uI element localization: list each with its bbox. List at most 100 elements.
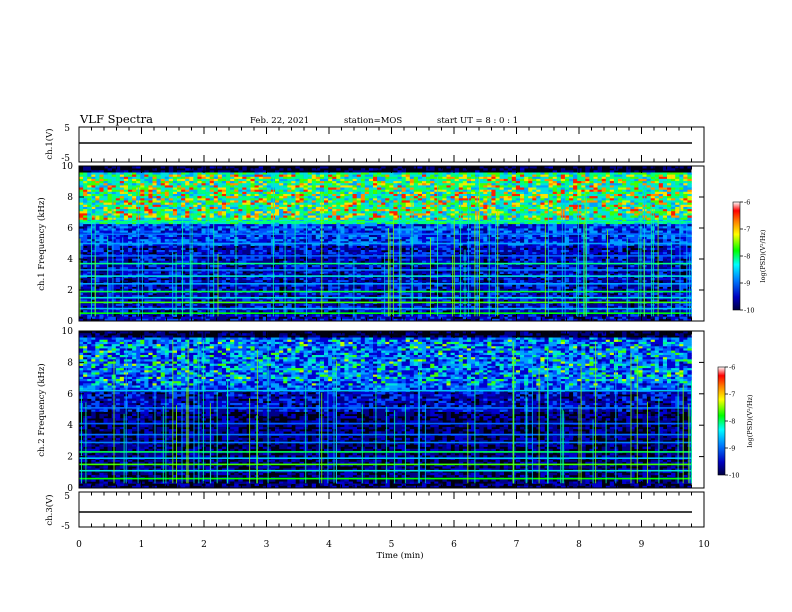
spectrogram-cell (630, 237, 635, 240)
spectrogram-cell (79, 237, 84, 240)
spectrogram-cell (393, 224, 398, 227)
spectrogram-cell (634, 222, 639, 225)
spectrogram-cell (593, 198, 598, 201)
spectrogram-cell (618, 228, 623, 231)
spectrogram-cell (136, 181, 141, 184)
spectrogram-cell (115, 228, 121, 231)
spectrogram-cell (417, 183, 423, 186)
station-label: station=MOS (344, 116, 402, 126)
spectrogram-cell (242, 206, 247, 210)
spectrogram-cell (389, 204, 394, 208)
spectrogram-cell (373, 198, 378, 201)
spectrogram-cell (687, 187, 692, 190)
spectrogram-cell (201, 239, 206, 242)
spectrogram-cell (193, 226, 198, 229)
spectrogram-cell (520, 209, 525, 212)
spectrogram-cell (99, 187, 104, 190)
spectrogram-cell (605, 228, 611, 231)
spectrogram-cell (234, 217, 239, 221)
spectrogram-cell (540, 176, 545, 180)
spectrogram-cell (605, 226, 611, 229)
spectrogram-cell (683, 204, 688, 208)
spectrogram-cell (91, 226, 96, 229)
spectrogram-cell (389, 211, 394, 214)
spectrogram-cell (328, 226, 333, 229)
spectrogram-cell (209, 211, 215, 214)
spectrogram-cell (328, 215, 333, 218)
spectrogram-cell (609, 224, 615, 227)
spectrogram-cell (352, 200, 357, 203)
spectrogram-cell (123, 222, 129, 225)
spectrogram-cell (332, 196, 337, 199)
spectrogram-cell (613, 213, 619, 216)
spectrogram-cell (352, 202, 357, 206)
spectrogram-cell (511, 224, 517, 227)
spectrogram-cell (83, 194, 88, 197)
spectrogram-cell (91, 228, 96, 231)
spectrogram-cell (540, 178, 545, 182)
spectrogram-cell (328, 213, 333, 216)
spectrogram-cell (569, 198, 574, 201)
spectrogram-cell (556, 204, 562, 208)
spectrogram-cell (111, 202, 117, 206)
spectrogram-cell (495, 206, 500, 210)
spectrogram-cell (230, 217, 235, 221)
spectrogram-cell (515, 189, 521, 193)
spectrogram-cell (450, 181, 455, 184)
spectrogram-cell (597, 202, 602, 206)
spectrogram-cell (507, 228, 513, 231)
spectrogram-cell (99, 189, 104, 193)
spectrogram-cell (164, 189, 170, 193)
spectrogram-cell (491, 187, 496, 190)
spectrogram-cell (654, 194, 660, 197)
spectrogram-cell (401, 172, 406, 175)
spectrogram-cell (393, 228, 398, 231)
spectrogram-cell (128, 202, 133, 206)
spectrogram-cell (422, 228, 427, 231)
spectrogram-cell (450, 191, 455, 195)
spectrogram-cell (189, 200, 194, 203)
spectrogram-cell (250, 217, 255, 221)
spectrogram-cell (91, 185, 96, 188)
spectrogram-cell (209, 215, 215, 218)
spectrogram-cell (83, 185, 88, 188)
spectrogram-cell (675, 176, 680, 180)
spectrogram-cell (569, 215, 574, 218)
spectrogram-cell (283, 185, 288, 188)
spectrogram-cell (426, 174, 431, 178)
spectrogram-cell (140, 211, 145, 214)
spectrogram-cell (671, 230, 676, 234)
spectrogram-cell (295, 224, 300, 227)
spectrogram-cell (499, 237, 504, 240)
spectrogram-cell (287, 215, 292, 218)
spectrogram-cell (107, 168, 112, 171)
spectrogram-cell (319, 176, 325, 180)
spectrogram-cell (385, 200, 390, 203)
spectrogram-cell (377, 194, 382, 197)
spectrogram-cell (307, 181, 313, 184)
spectrogram-cell (279, 176, 284, 180)
spectrogram-cell (287, 234, 292, 238)
spectrogram-cell (381, 230, 386, 234)
spectrogram-cell (87, 217, 92, 221)
spectrogram-cell (626, 206, 631, 210)
spectrogram-cell (152, 230, 157, 234)
spectrogram-cell (111, 213, 117, 216)
spectrogram-cell (634, 217, 639, 221)
spectrogram-cell (148, 200, 153, 203)
spectrogram-cell (152, 206, 157, 210)
spectrogram-cell (360, 200, 366, 203)
spectrogram-cell (585, 189, 590, 193)
spectrogram-cell (352, 183, 357, 186)
spectrogram-cell (675, 230, 680, 234)
spectrogram-cell (279, 194, 284, 197)
spectrogram-cell (177, 191, 182, 195)
spectrogram-cell (462, 191, 468, 195)
spectrogram-cell (328, 206, 333, 210)
spectrogram-cell (340, 215, 345, 218)
spectrogram-cell (426, 185, 431, 188)
spectrogram-cell (152, 239, 157, 242)
spectrogram-cell (217, 213, 223, 216)
spectrogram-cell (540, 209, 545, 212)
spectrogram-cell (148, 185, 153, 188)
